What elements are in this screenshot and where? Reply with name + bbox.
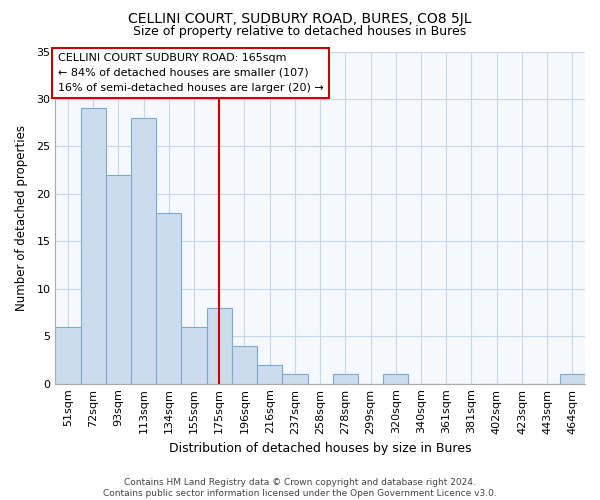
Bar: [55, 326, 80, 384]
Bar: [131, 118, 156, 384]
Text: CELLINI COURT, SUDBURY ROAD, BURES, CO8 5JL: CELLINI COURT, SUDBURY ROAD, BURES, CO8 …: [128, 12, 472, 26]
Text: CELLINI COURT SUDBURY ROAD: 165sqm
← 84% of detached houses are smaller (107)
16: CELLINI COURT SUDBURY ROAD: 165sqm ← 84%…: [58, 53, 324, 93]
Bar: [383, 374, 409, 384]
Text: Size of property relative to detached houses in Bures: Size of property relative to detached ho…: [133, 25, 467, 38]
Bar: [333, 374, 358, 384]
Bar: [206, 308, 232, 384]
Bar: [181, 326, 206, 384]
Bar: [560, 374, 585, 384]
Bar: [156, 213, 181, 384]
Y-axis label: Number of detached properties: Number of detached properties: [15, 124, 28, 310]
Bar: [80, 108, 106, 384]
Bar: [283, 374, 308, 384]
Bar: [257, 364, 283, 384]
X-axis label: Distribution of detached houses by size in Bures: Distribution of detached houses by size …: [169, 442, 472, 455]
Bar: [106, 175, 131, 384]
Text: Contains HM Land Registry data © Crown copyright and database right 2024.
Contai: Contains HM Land Registry data © Crown c…: [103, 478, 497, 498]
Bar: [232, 346, 257, 384]
